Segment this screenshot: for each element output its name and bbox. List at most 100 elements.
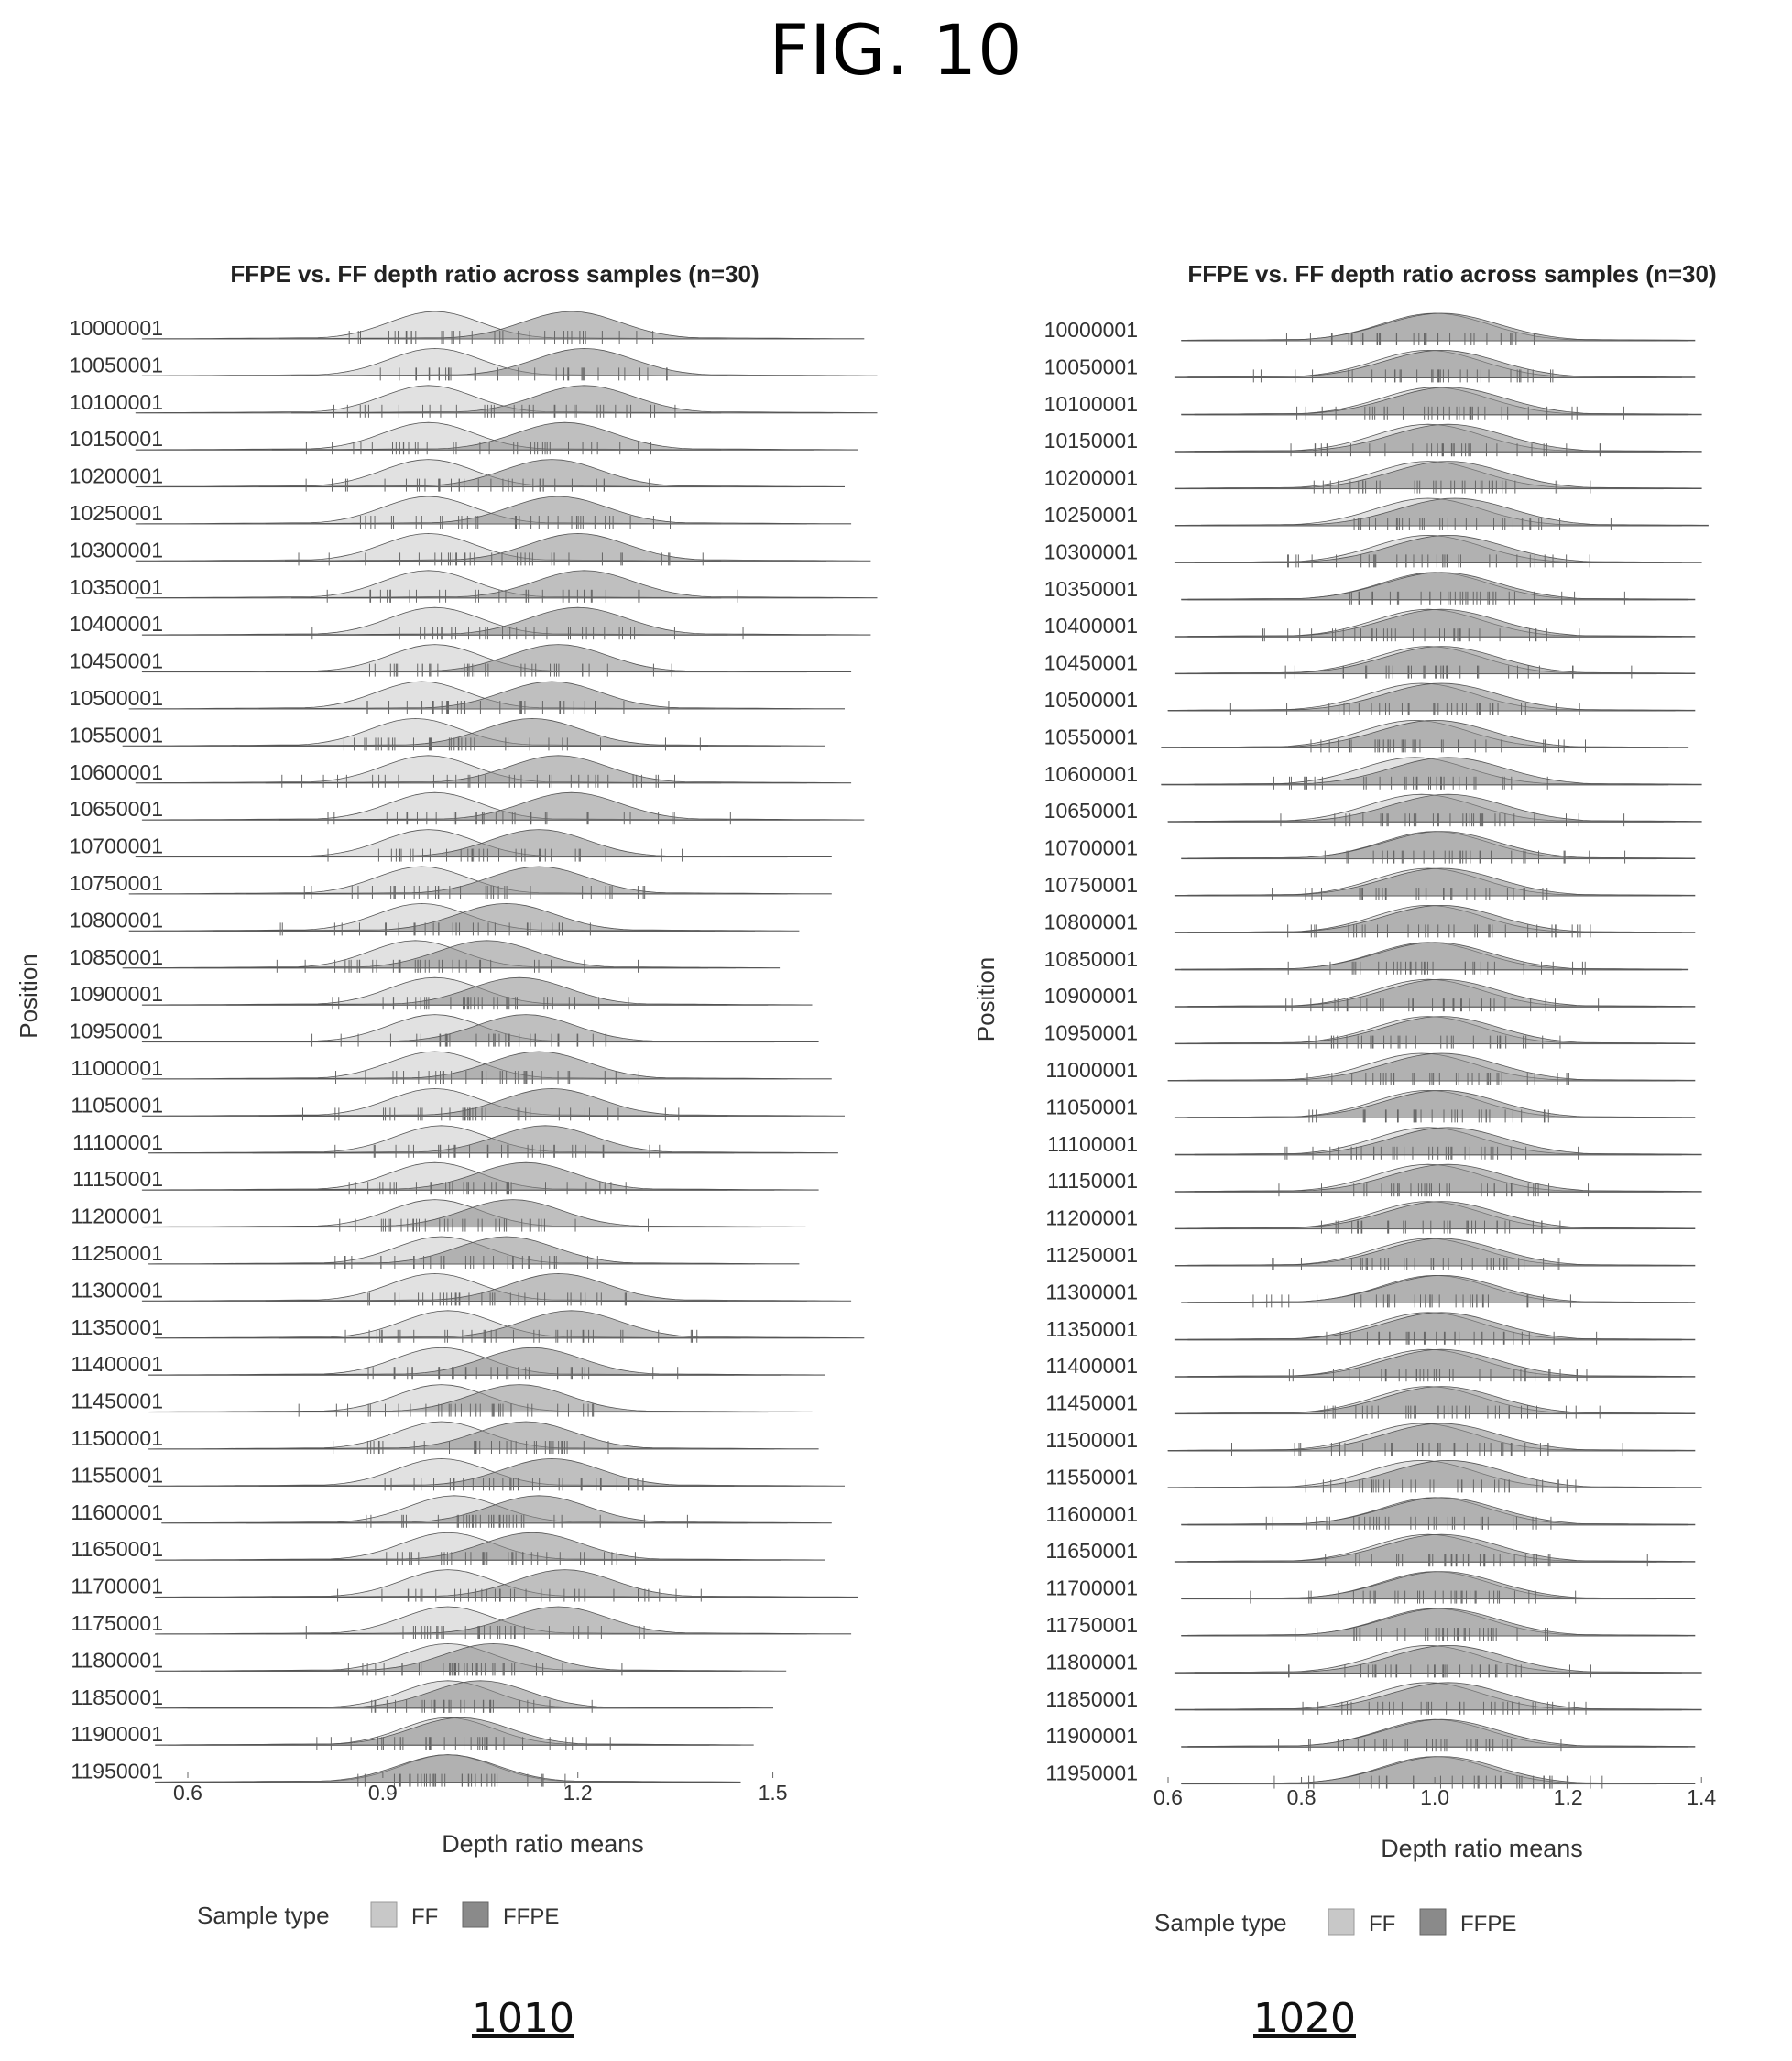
ffpe-density — [265, 496, 852, 525]
ffpe-density — [213, 1236, 800, 1265]
ffpe-density — [233, 1161, 819, 1191]
ffpe-density — [265, 1272, 852, 1302]
ffpe-density — [278, 311, 865, 340]
y-tick-label: 10050001 — [1044, 354, 1138, 378]
ffpe-density — [258, 681, 845, 710]
ffpe-density — [258, 1087, 845, 1117]
ffpe-density — [1194, 1459, 1702, 1488]
legend-label-ff: FF — [411, 1904, 438, 1929]
ffpe-density — [1187, 1089, 1696, 1118]
x-tick-label: 1.2 — [563, 1781, 593, 1805]
y-tick-label: 11850001 — [71, 1685, 163, 1709]
ffpe-density — [1187, 1608, 1696, 1637]
ffpe-density — [1194, 757, 1702, 786]
ffpe-density — [1187, 608, 1696, 638]
y-tick-label: 11900001 — [71, 1722, 163, 1746]
chart-svg-right: FFPE vs. FF depth ratio across samples (… — [972, 260, 1717, 1936]
y-tick-label: 11050001 — [71, 1093, 163, 1117]
y-tick-label: 11750001 — [71, 1611, 163, 1635]
ffpe-density — [1194, 1644, 1702, 1674]
ffpe-density — [239, 1532, 825, 1561]
ffpe-density — [278, 791, 865, 821]
legend-title: Sample type — [1154, 1909, 1287, 1936]
y-tick-label: 10350001 — [1044, 577, 1138, 601]
ffpe-density — [1187, 1756, 1696, 1784]
ffpe-density — [285, 532, 871, 562]
ffpe-density — [278, 1310, 865, 1339]
y-tick-label: 10750001 — [70, 871, 163, 895]
legend: Sample type FF FFPE — [197, 1901, 559, 1929]
y-tick-label: 11300001 — [71, 1278, 163, 1302]
figure-title: FIG. 10 — [769, 9, 1023, 91]
ffpe-density — [1194, 1163, 1702, 1193]
y-tick-label: 11800001 — [71, 1648, 163, 1672]
y-tick-label: 11100001 — [72, 1130, 163, 1154]
y-tick-label: 11650001 — [71, 1537, 163, 1561]
y-tick-label: 11350001 — [1045, 1317, 1138, 1341]
ffpe-density — [1187, 867, 1696, 897]
ffpe-density — [155, 1754, 741, 1783]
y-tick-label: 10150001 — [1044, 429, 1138, 453]
ffpe-density — [233, 1014, 819, 1042]
y-tick-label: 11700001 — [1045, 1576, 1138, 1600]
x-tick-label: 1.4 — [1687, 1785, 1716, 1809]
y-tick-label: 11500001 — [1045, 1428, 1138, 1452]
x-tick-label: 0.6 — [1153, 1785, 1183, 1809]
y-tick-label: 10250001 — [70, 501, 163, 525]
ffpe-density — [265, 644, 852, 672]
ffpe-density — [1187, 682, 1696, 712]
ffpe-density — [291, 385, 878, 414]
y-tick-label: 10700001 — [70, 834, 163, 858]
ffpe-density — [1187, 1386, 1696, 1414]
y-tick-label: 11800001 — [1045, 1650, 1138, 1674]
ffpe-density — [1187, 831, 1696, 859]
y-tick-label: 10250001 — [1044, 503, 1138, 527]
y-tick-label: 11600001 — [71, 1500, 163, 1524]
ffpe-density — [291, 570, 878, 599]
ffpe-density — [1187, 1201, 1696, 1229]
y-tick-label: 10100001 — [1044, 392, 1138, 416]
ffpe-density — [1201, 497, 1709, 527]
y-tick-label: 10350001 — [70, 575, 163, 599]
x-tick-label: 1.2 — [1554, 1785, 1583, 1809]
ffpe-density — [1187, 978, 1696, 1008]
ffpe-density — [246, 1051, 832, 1080]
y-axis-title: Position — [972, 957, 1000, 1042]
ffpe-density — [258, 1457, 845, 1487]
ffpe-density — [285, 606, 871, 636]
y-tick-label: 11200001 — [1045, 1206, 1138, 1230]
ffpe-density — [1187, 1571, 1696, 1599]
y-tick-label: 10550001 — [1044, 725, 1138, 748]
y-tick-label: 10500001 — [70, 686, 163, 710]
legend-swatch-ff — [370, 1901, 398, 1928]
ffpe-density — [233, 1421, 819, 1450]
y-tick-label: 10300001 — [1044, 540, 1138, 563]
ffpe-density — [1187, 1238, 1696, 1267]
chart-svg-left: FFPE vs. FF depth ratio across samples (… — [15, 260, 878, 1929]
ridgeline-chart-left: FFPE vs. FF depth ratio across samples (… — [0, 247, 896, 2061]
ffpe-density — [1187, 1052, 1696, 1082]
legend-swatch-ffpe — [1419, 1908, 1447, 1936]
ffpe-density — [252, 1125, 838, 1154]
ffpe-density — [1187, 1312, 1696, 1341]
y-tick-label: 10650001 — [1044, 799, 1138, 823]
ffpe-density — [246, 1495, 832, 1524]
ffpe-density — [1194, 1682, 1702, 1711]
panel-ref-1010: 1010 — [472, 1995, 574, 2042]
ffpe-density — [265, 1606, 852, 1635]
ffpe-density — [271, 1569, 858, 1598]
y-tick-label: 10050001 — [70, 353, 163, 376]
y-tick-label: 11000001 — [1045, 1058, 1138, 1082]
ffpe-density — [200, 1642, 787, 1672]
y-tick-label: 11550001 — [71, 1463, 163, 1487]
y-tick-label: 10650001 — [70, 797, 163, 821]
y-tick-label: 11050001 — [1045, 1095, 1138, 1118]
ffpe-density — [193, 940, 781, 969]
x-axis-title: Depth ratio means — [442, 1830, 644, 1858]
ffpe-density — [1187, 1718, 1696, 1748]
y-tick-label: 10950001 — [70, 1020, 163, 1043]
ffpe-density — [1194, 423, 1702, 453]
ff-density — [148, 1125, 735, 1154]
y-tick-label: 11900001 — [1045, 1724, 1138, 1748]
ffpe-density — [246, 866, 832, 895]
